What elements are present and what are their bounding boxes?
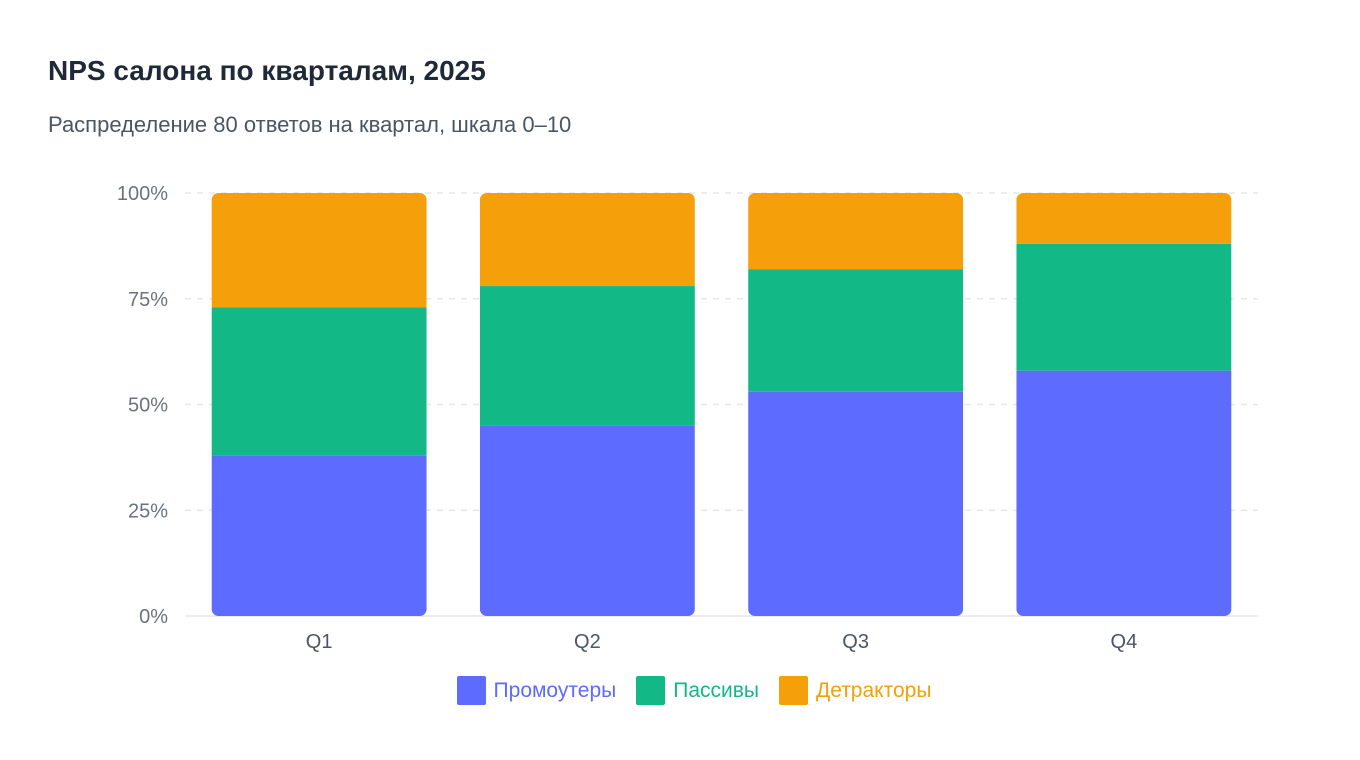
bar-stack-Q2 <box>479 193 695 616</box>
bar-Q1-series-1 <box>211 307 427 456</box>
labels-layer: 0% 25% 50% 75% 100% Q1 Q2 Q3 Q4 <box>117 183 1137 653</box>
x-tick-label: Q1 <box>306 631 333 653</box>
bar-Q1-series-2 <box>211 193 427 308</box>
bar-stack-Q1 <box>211 193 427 616</box>
legend: Промоутеры Пассивы Детракторы <box>0 676 1360 705</box>
legend-item-promoters[interactable]: Промоутеры <box>456 676 617 705</box>
legend-label-detractors: Детракторы <box>815 678 932 702</box>
bar-Q3-series-2 <box>748 193 964 270</box>
legend-item-detractors[interactable]: Детракторы <box>778 676 932 705</box>
chart-title: NPS салона по кварталам, 2025 <box>48 55 486 86</box>
bar-Q4-series-1 <box>1016 243 1232 371</box>
legend-label-promoters: Промоутеры <box>493 678 617 702</box>
bar-Q2-series-0 <box>479 425 695 616</box>
stacked-bar-chart: 0% 25% 50% 75% 100% Q1 Q2 Q3 Q4 <box>117 183 1258 653</box>
chart-subtitle: Распределение 80 ответов на квартал, шка… <box>48 112 572 137</box>
bar-Q2-series-1 <box>479 286 695 426</box>
bar-Q3-series-0 <box>748 391 964 616</box>
bar-Q3-series-1 <box>748 269 964 392</box>
y-tick-label: 75% <box>128 289 168 311</box>
bar-Q4-series-2 <box>1016 193 1232 244</box>
x-tick-label: Q2 <box>574 631 601 653</box>
y-tick-label: 100% <box>117 183 168 205</box>
y-tick-label: 25% <box>128 500 168 522</box>
legend-swatch-promoters <box>456 676 486 705</box>
bars-layer <box>211 193 1232 616</box>
y-tick-label: 50% <box>128 395 168 417</box>
x-tick-label: Q3 <box>842 631 869 653</box>
legend-item-passives[interactable]: Пассивы <box>636 676 759 705</box>
bar-stack-Q4 <box>1016 193 1232 616</box>
legend-swatch-passives <box>636 676 666 705</box>
bar-stack-Q3 <box>748 193 964 616</box>
legend-label-passives: Пассивы <box>673 678 759 702</box>
bar-Q4-series-0 <box>1016 370 1232 616</box>
x-tick-label: Q4 <box>1111 631 1138 653</box>
legend-swatch-detractors <box>778 676 808 705</box>
y-tick-label: 0% <box>139 606 168 628</box>
bar-Q2-series-2 <box>479 193 695 287</box>
bar-Q1-series-0 <box>211 455 427 616</box>
